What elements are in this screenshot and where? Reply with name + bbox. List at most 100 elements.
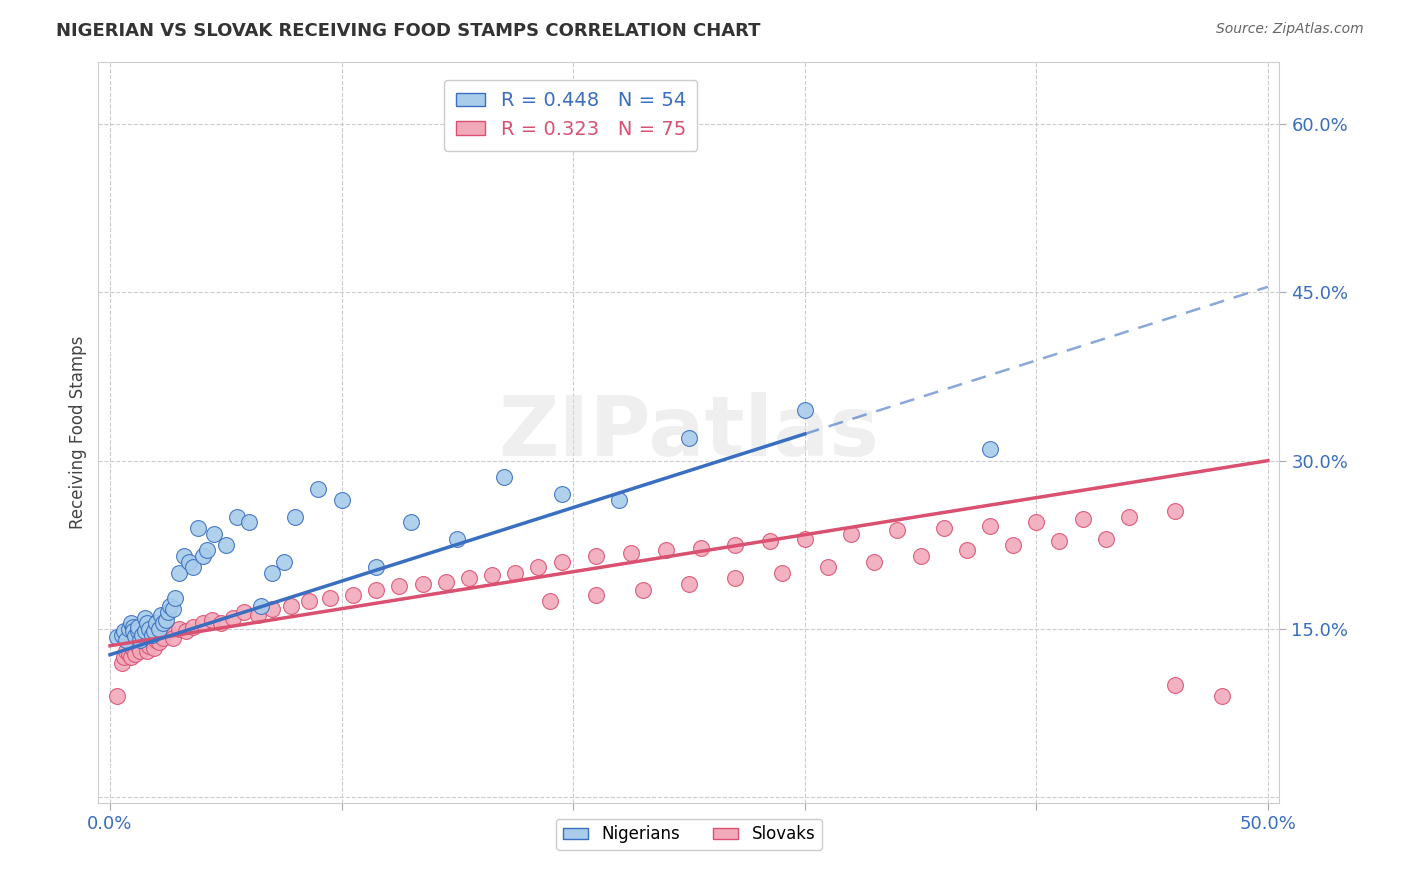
Point xyxy=(307,482,329,496)
Point xyxy=(129,644,152,658)
Point xyxy=(124,647,146,661)
Point xyxy=(446,532,468,546)
Point xyxy=(585,588,607,602)
Point xyxy=(481,568,503,582)
Point xyxy=(138,622,160,636)
Point xyxy=(115,644,138,658)
Point xyxy=(770,566,793,580)
Point xyxy=(183,560,205,574)
Point xyxy=(183,620,205,634)
Point xyxy=(233,605,256,619)
Text: Source: ZipAtlas.com: Source: ZipAtlas.com xyxy=(1216,22,1364,37)
Point xyxy=(149,608,172,623)
Point xyxy=(793,532,815,546)
Point xyxy=(1211,690,1233,704)
Point xyxy=(839,526,862,541)
Point xyxy=(152,616,174,631)
Point xyxy=(173,549,195,563)
Point xyxy=(609,492,631,507)
Point xyxy=(550,555,572,569)
Point xyxy=(148,635,170,649)
Point xyxy=(366,560,388,574)
Point xyxy=(863,555,886,569)
Point xyxy=(724,538,747,552)
Point xyxy=(1118,509,1140,524)
Point xyxy=(141,633,163,648)
Point xyxy=(120,616,142,631)
Point xyxy=(226,509,249,524)
Point xyxy=(122,624,145,639)
Point xyxy=(678,431,700,445)
Point xyxy=(120,650,142,665)
Point xyxy=(979,442,1001,457)
Point xyxy=(110,627,132,641)
Point xyxy=(110,656,132,670)
Point xyxy=(195,543,218,558)
Point xyxy=(817,560,839,574)
Point xyxy=(620,546,643,560)
Point xyxy=(724,571,747,585)
Point xyxy=(202,526,225,541)
Point xyxy=(143,640,166,655)
Point xyxy=(503,566,526,580)
Point xyxy=(191,549,214,563)
Point xyxy=(152,631,174,645)
Point xyxy=(131,633,153,648)
Text: ZIPatlas: ZIPatlas xyxy=(499,392,879,473)
Point xyxy=(247,608,270,623)
Point xyxy=(155,613,177,627)
Point xyxy=(176,624,198,639)
Point xyxy=(280,599,302,614)
Point xyxy=(134,635,156,649)
Point xyxy=(550,487,572,501)
Point xyxy=(131,627,153,641)
Point xyxy=(169,566,191,580)
Point xyxy=(134,610,156,624)
Point xyxy=(366,582,388,597)
Point xyxy=(145,633,167,648)
Legend: Nigerians, Slovaks: Nigerians, Slovaks xyxy=(555,819,823,850)
Point xyxy=(124,629,146,643)
Point xyxy=(434,574,457,589)
Point xyxy=(298,594,321,608)
Point xyxy=(201,613,224,627)
Point xyxy=(112,650,135,665)
Point xyxy=(262,601,284,615)
Point xyxy=(156,624,179,639)
Point xyxy=(492,470,515,484)
Point xyxy=(538,594,561,608)
Point xyxy=(412,577,434,591)
Point xyxy=(1002,538,1025,552)
Point xyxy=(162,601,184,615)
Point xyxy=(458,571,481,585)
Point xyxy=(169,622,191,636)
Point xyxy=(122,620,145,634)
Point xyxy=(148,622,170,636)
Point xyxy=(249,599,271,614)
Point xyxy=(342,588,364,602)
Point xyxy=(319,591,342,605)
Point xyxy=(932,521,955,535)
Point xyxy=(115,633,138,648)
Point xyxy=(956,543,979,558)
Point xyxy=(129,633,152,648)
Point xyxy=(112,624,135,639)
Point xyxy=(145,616,167,631)
Point xyxy=(759,534,782,549)
Point xyxy=(149,627,172,641)
Point xyxy=(105,690,128,704)
Point xyxy=(585,549,607,563)
Point xyxy=(127,639,149,653)
Point xyxy=(399,516,422,530)
Point xyxy=(273,555,295,569)
Point xyxy=(143,624,166,639)
Point xyxy=(1071,512,1094,526)
Point xyxy=(177,555,200,569)
Point xyxy=(162,631,184,645)
Point xyxy=(136,644,159,658)
Point xyxy=(187,521,209,535)
Point xyxy=(689,541,711,556)
Point xyxy=(127,620,149,634)
Text: NIGERIAN VS SLOVAK RECEIVING FOOD STAMPS CORRELATION CHART: NIGERIAN VS SLOVAK RECEIVING FOOD STAMPS… xyxy=(56,22,761,40)
Point xyxy=(388,579,411,593)
